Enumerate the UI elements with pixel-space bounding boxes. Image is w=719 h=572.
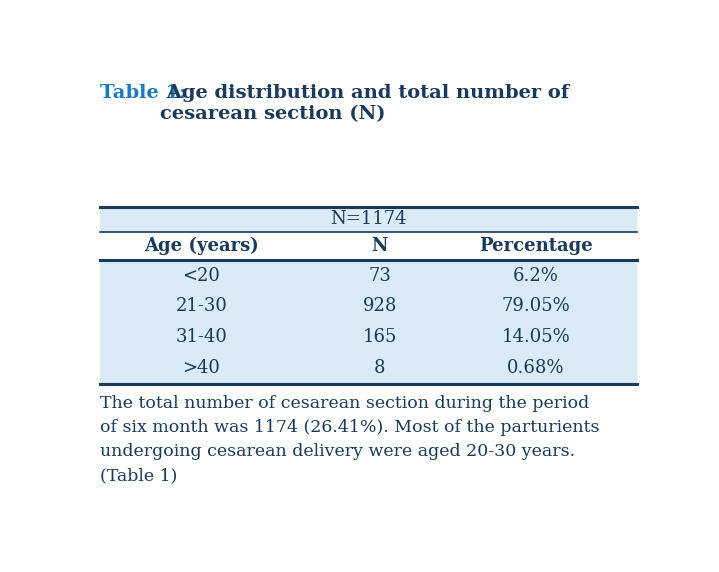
Bar — [100, 232, 637, 260]
Text: N=1174: N=1174 — [330, 210, 407, 228]
Text: Age (years): Age (years) — [144, 237, 259, 255]
Text: 73: 73 — [368, 267, 391, 285]
Text: <20: <20 — [183, 267, 220, 285]
Text: Age distribution and total number of
cesarean section (N): Age distribution and total number of ces… — [160, 84, 569, 123]
Bar — [100, 208, 637, 384]
Text: 0.68%: 0.68% — [507, 359, 564, 377]
Text: 6.2%: 6.2% — [513, 267, 559, 285]
Text: 14.05%: 14.05% — [501, 328, 570, 346]
Text: 21-30: 21-30 — [175, 297, 227, 316]
Text: Table 1:: Table 1: — [100, 84, 186, 102]
Text: Percentage: Percentage — [479, 237, 592, 255]
Text: The total number of cesarean section during the period
of six month was 1174 (26: The total number of cesarean section dur… — [100, 395, 600, 484]
Text: 79.05%: 79.05% — [501, 297, 570, 316]
Text: >40: >40 — [183, 359, 220, 377]
Text: 8: 8 — [374, 359, 385, 377]
Text: 928: 928 — [362, 297, 397, 316]
Text: 31-40: 31-40 — [175, 328, 227, 346]
Text: N: N — [372, 237, 388, 255]
Text: 165: 165 — [362, 328, 397, 346]
